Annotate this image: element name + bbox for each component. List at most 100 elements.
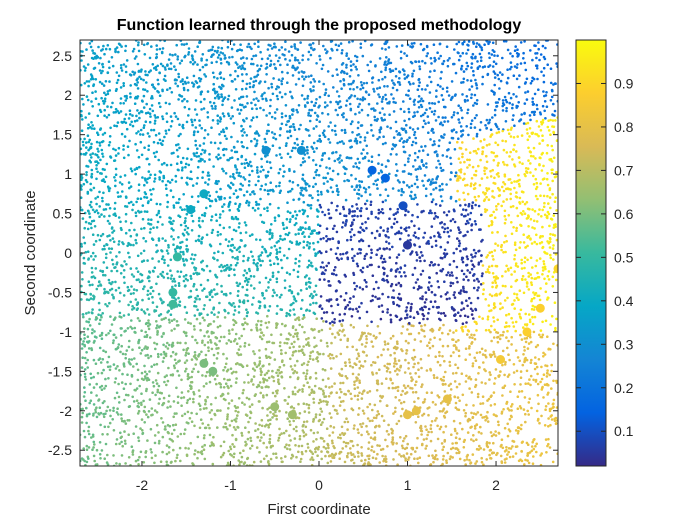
scatter-point — [338, 329, 342, 332]
scatter-point — [404, 457, 407, 460]
scatter-point — [379, 394, 382, 398]
scatter-point — [293, 364, 297, 367]
scatter-point — [430, 62, 433, 65]
scatter-point — [203, 318, 206, 322]
scatter-point — [233, 452, 236, 456]
scatter-point — [92, 258, 95, 261]
scatter-point — [159, 297, 162, 301]
scatter-point — [353, 455, 357, 459]
scatter-point — [445, 459, 448, 462]
scatter-point — [413, 133, 416, 137]
scatter-point — [200, 350, 203, 354]
scatter-point — [122, 156, 126, 160]
scatter-point — [508, 455, 512, 459]
scatter-point — [395, 45, 399, 48]
scatter-point — [196, 86, 200, 89]
scatter-point — [338, 388, 342, 391]
scatter-point — [339, 295, 343, 298]
scatter-point — [193, 351, 197, 354]
scatter-point — [182, 396, 186, 399]
scatter-point — [253, 287, 256, 290]
scatter-point — [358, 247, 361, 251]
scatter-point — [321, 111, 324, 115]
scatter-point — [109, 155, 112, 158]
scatter-point — [495, 292, 498, 296]
scatter-point — [238, 463, 241, 466]
scatter-point — [83, 226, 86, 230]
scatter-point — [377, 211, 381, 215]
scatter-point — [299, 460, 302, 464]
scatter-point — [358, 366, 362, 370]
scatter-point — [316, 190, 320, 193]
scatter-point — [497, 175, 501, 178]
scatter-point — [190, 375, 193, 379]
scatter-point — [383, 260, 387, 264]
scatter-point — [123, 439, 127, 443]
scatter-point — [398, 81, 401, 84]
scatter-point — [196, 130, 200, 134]
scatter-point — [215, 190, 218, 194]
scatter-point — [351, 256, 354, 260]
scatter-point — [222, 169, 225, 173]
scatter-point — [409, 332, 413, 336]
scatter-point — [230, 135, 233, 139]
scatter-point — [338, 212, 342, 215]
scatter-point — [351, 205, 354, 208]
scatter-point — [102, 191, 105, 195]
scatter-point — [177, 75, 181, 79]
scatter-point — [160, 163, 164, 166]
scatter-point — [544, 408, 547, 412]
scatter-point — [99, 127, 103, 130]
scatter-point — [512, 136, 516, 139]
scatter-point — [298, 259, 301, 263]
scatter-point — [183, 305, 187, 309]
scatter-point — [183, 428, 187, 431]
scatter-point — [185, 454, 189, 458]
scatter-point — [102, 273, 105, 277]
scatter-point — [503, 182, 507, 186]
scatter-point — [336, 141, 339, 145]
scatter-point — [420, 433, 423, 436]
scatter-point — [342, 78, 346, 82]
scatter-point — [474, 198, 478, 202]
scatter-point — [120, 69, 124, 72]
scatter-point — [163, 380, 166, 384]
scatter-point — [416, 167, 420, 171]
scatter-point — [340, 425, 344, 429]
scatter-point — [536, 197, 539, 201]
scatter-point — [401, 407, 404, 411]
scatter-point — [524, 420, 527, 424]
scatter-point — [459, 125, 463, 128]
scatter-point — [413, 193, 417, 197]
scatter-point — [551, 119, 555, 122]
scatter-point — [553, 417, 556, 421]
scatter-point — [422, 236, 425, 239]
scatter-point — [226, 417, 229, 421]
scatter-point — [549, 118, 552, 122]
scatter-point — [333, 321, 336, 324]
scatter-point — [201, 219, 204, 223]
scatter-point — [330, 201, 334, 205]
scatter-point — [432, 43, 436, 46]
scatter-point — [533, 305, 537, 309]
scatter-point — [400, 193, 403, 197]
scatter-point — [530, 110, 534, 114]
scatter-point — [135, 119, 139, 122]
scatter-point — [432, 188, 435, 191]
scatter-point — [513, 257, 516, 261]
scatter-point — [440, 94, 444, 97]
scatter-point — [332, 86, 335, 89]
scatter-point — [299, 289, 303, 292]
scatter-point — [365, 207, 369, 210]
scatter-point — [108, 234, 111, 237]
scatter-point — [129, 267, 133, 270]
scatter-point — [135, 114, 138, 118]
scatter-point — [419, 357, 423, 361]
scatter-point — [470, 62, 474, 65]
scatter-point — [546, 125, 550, 129]
scatter-point — [256, 428, 260, 431]
scatter-point — [242, 145, 245, 149]
scatter-point — [161, 301, 164, 305]
scatter-point — [412, 234, 416, 237]
scatter-point — [418, 245, 422, 249]
